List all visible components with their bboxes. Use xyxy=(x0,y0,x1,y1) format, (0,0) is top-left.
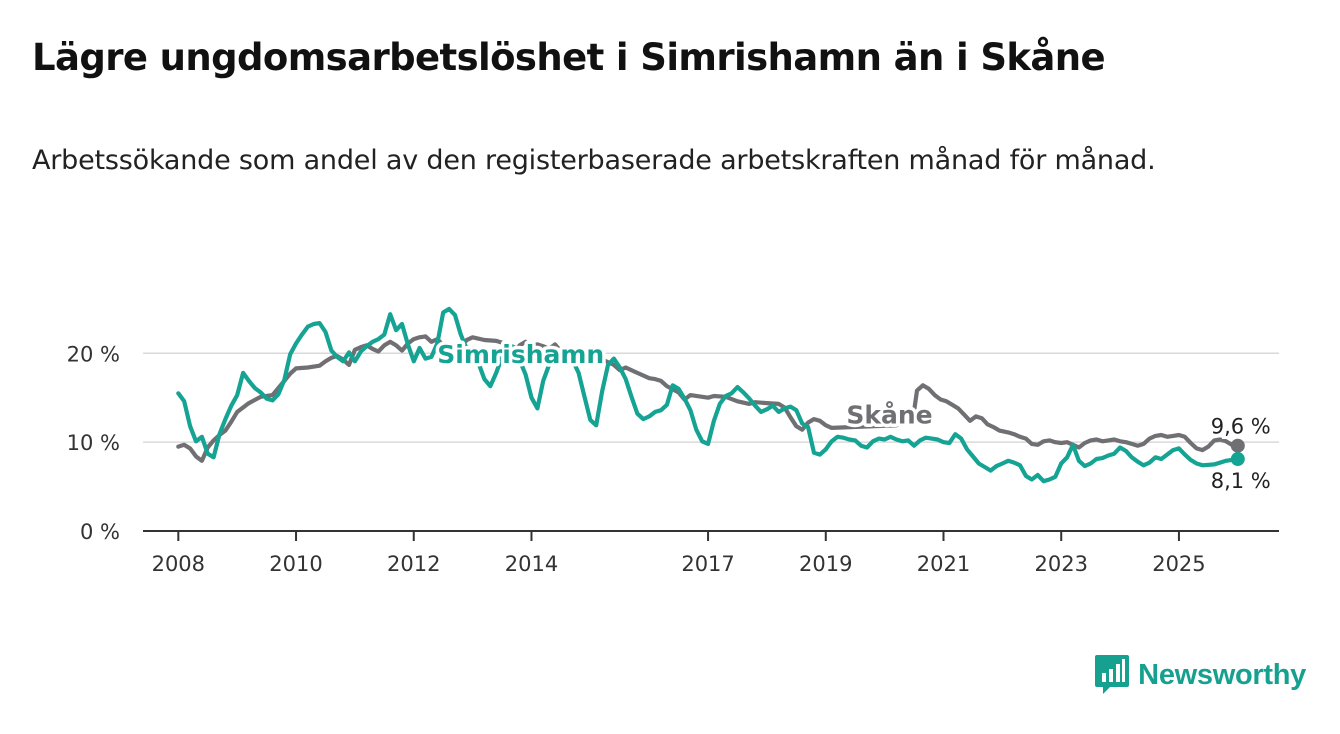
x-tick-label: 2014 xyxy=(505,552,558,576)
brand-name: Newsworthy xyxy=(1138,658,1306,691)
series-line-simrishamn xyxy=(176,306,1240,484)
end-value-label-skane: 9,6 % xyxy=(1211,415,1271,439)
x-tick-label: 2021 xyxy=(917,552,970,576)
x-tick-label: 2010 xyxy=(269,552,322,576)
end-point-simrishamn xyxy=(1230,452,1245,467)
end-value-label-simrishamn: 8,1 % xyxy=(1211,469,1271,493)
axes: 0 % 10 % 20 % 2008 2010 2012 2014 2017 2019 2021 2… xyxy=(67,342,1279,576)
chart-title: Lägre ungdomsarbetslöshet i Simrishamn ä… xyxy=(32,36,1106,79)
end-point-sk-ne xyxy=(1230,438,1245,453)
series-name-label: Simrishamn xyxy=(437,340,604,369)
x-tick-label: 2017 xyxy=(681,552,734,576)
x-tick-label: 2019 xyxy=(799,552,852,576)
chart-subtitle: Arbetssökande som andel av den registerb… xyxy=(32,145,1156,176)
series-lines xyxy=(176,306,1245,484)
y-tick-label: 20 % xyxy=(67,342,120,366)
series-name-label: Skåne xyxy=(846,400,932,429)
x-tick-label: 2012 xyxy=(387,552,440,576)
x-tick-label: 2025 xyxy=(1152,552,1205,576)
y-tick-label: 0 % xyxy=(80,520,120,544)
x-tick-label: 2023 xyxy=(1034,552,1087,576)
y-tick-label: 10 % xyxy=(67,431,120,455)
newsworthy-logo: Newsworthy xyxy=(1094,654,1306,696)
series-line-sk-ne xyxy=(176,334,1240,463)
series-labels: Skåne Simrishamn 9,6 % 8,1 % xyxy=(434,337,1274,496)
bar-chart-logo-icon xyxy=(1095,655,1130,694)
x-tick-label: 2008 xyxy=(152,552,205,576)
